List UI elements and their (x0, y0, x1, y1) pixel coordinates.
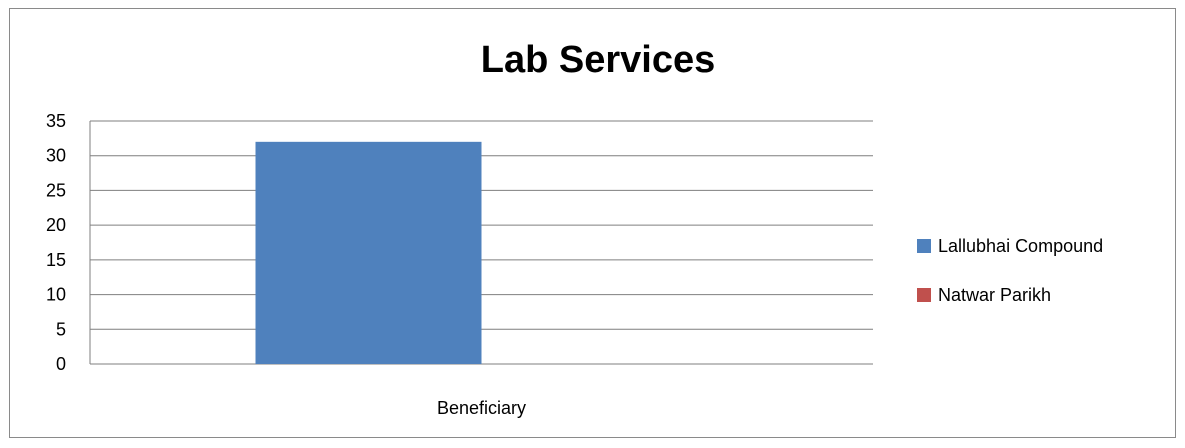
y-tick-label: 0 (56, 354, 66, 374)
chart-frame (9, 8, 1176, 438)
y-tick-label: 10 (46, 285, 66, 305)
y-tick-label: 5 (56, 319, 66, 339)
bar-lallubhai-compound (255, 141, 482, 364)
legend-label: Natwar Parikh (938, 285, 1051, 305)
y-tick-label: 25 (46, 180, 66, 200)
y-tick-label: 15 (46, 250, 66, 270)
legend-swatch (917, 288, 931, 302)
y-tick-label: 30 (46, 146, 66, 166)
y-axis-ticks: 0 5 10 15 20 25 30 35 (46, 111, 66, 374)
x-category-label: Beneficiary (437, 398, 526, 418)
bars (255, 141, 482, 364)
legend: Lallubhai Compound Natwar Parikh (917, 236, 1103, 305)
chart-title: Lab Services (481, 39, 715, 81)
y-tick-label: 20 (46, 215, 66, 235)
y-tick-label: 35 (46, 111, 66, 131)
legend-swatch (917, 239, 931, 253)
x-axis-labels: Beneficiary (437, 398, 526, 418)
legend-label: Lallubhai Compound (938, 236, 1103, 256)
